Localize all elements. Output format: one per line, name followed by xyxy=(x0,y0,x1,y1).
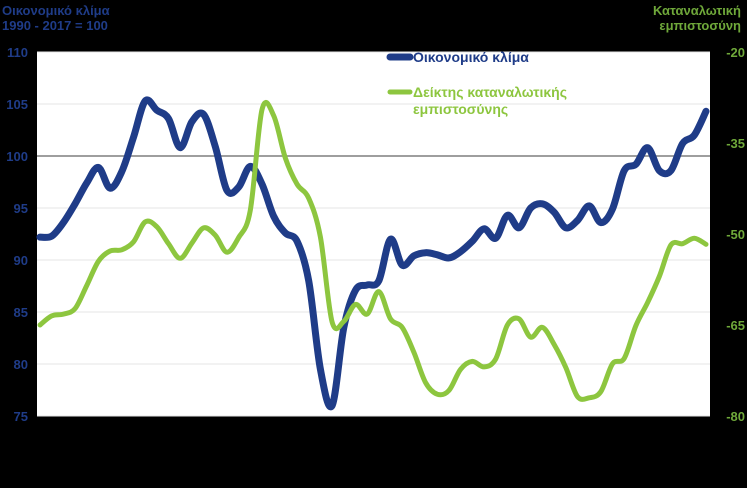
legend-label-consumer-confidence: Δείκτης καταναλωτικής εμπιστοσύνης xyxy=(413,84,567,117)
left-tick-label: 105 xyxy=(6,97,28,112)
left-tick-label: 100 xyxy=(6,149,28,164)
right-tick-label: -35 xyxy=(726,136,745,151)
left-tick-label: 110 xyxy=(7,45,28,60)
right-axis-ticks: -80 -65 -50 -35 -20 xyxy=(726,45,745,424)
left-tick-label: 95 xyxy=(14,201,28,216)
left-axis-title: Οικονομικό κλίμα 1990 - 2017 = 100 xyxy=(2,3,110,33)
left-axis-title-line1: Οικονομικό κλίμα xyxy=(2,3,110,18)
left-tick-label: 85 xyxy=(14,305,28,320)
left-tick-label: 90 xyxy=(14,253,28,268)
right-axis-title: Καταναλωτική εμπιστοσύνη xyxy=(653,3,741,33)
plot-area xyxy=(37,52,710,416)
right-axis-title-line2: εμπιστοσύνη xyxy=(659,18,741,33)
gridlines xyxy=(37,51,710,417)
right-tick-label: -80 xyxy=(726,409,745,424)
left-tick-label: 75 xyxy=(14,409,28,424)
right-tick-label: -65 xyxy=(726,318,745,333)
left-tick-label: 80 xyxy=(14,357,28,372)
left-axis-title-line2: 1990 - 2017 = 100 xyxy=(2,18,108,33)
legend: Οικονομικό κλίμα Δείκτης καταναλωτικής εμ… xyxy=(386,49,567,117)
right-axis-title-line1: Καταναλωτική xyxy=(652,3,741,18)
left-axis-ticks: 75 80 85 90 95 100 105 110 xyxy=(6,45,28,424)
right-tick-label: -20 xyxy=(726,45,745,60)
series-line-consumer-confidence xyxy=(37,99,709,402)
legend-label-economic-climate: Οικονομικό κλίμα xyxy=(413,49,529,65)
series-line-economic-climate xyxy=(36,96,710,411)
right-tick-label: -50 xyxy=(726,227,745,242)
